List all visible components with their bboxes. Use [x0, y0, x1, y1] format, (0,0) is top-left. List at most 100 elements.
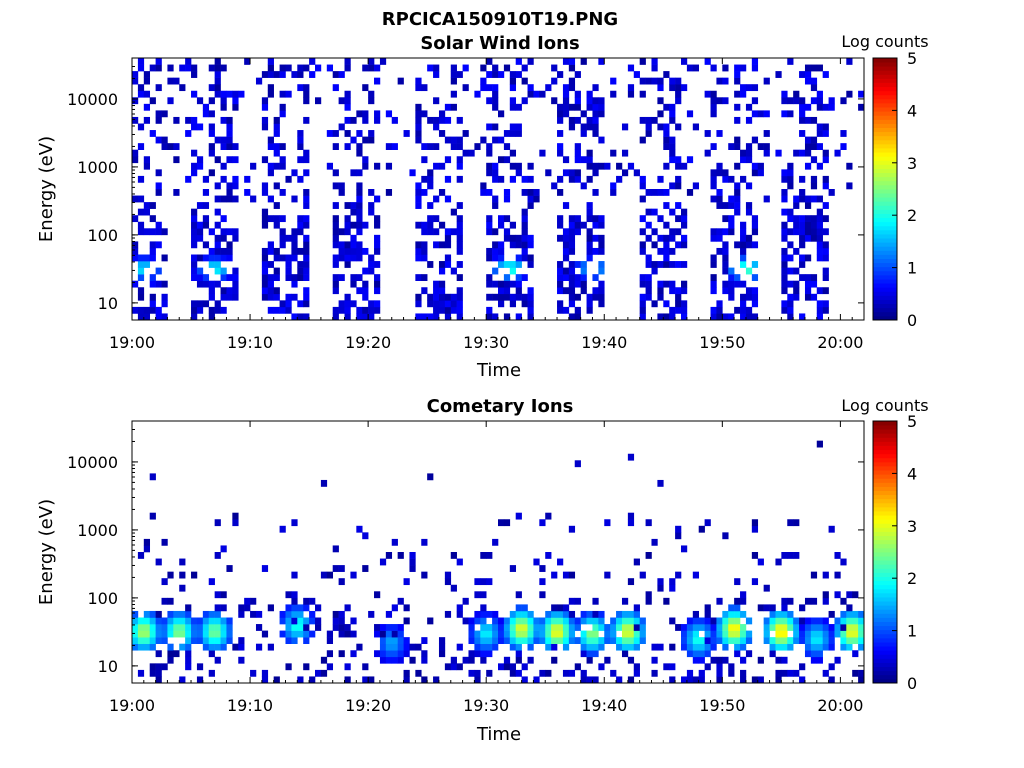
heatmap-cell — [427, 300, 434, 308]
heatmap-cell — [751, 221, 759, 229]
heatmap-cell — [161, 630, 168, 638]
heatmap-cell — [397, 656, 404, 664]
heatmap-cell — [220, 637, 227, 644]
colorbar-tick-label: 5 — [907, 49, 917, 68]
heatmap-cell — [799, 130, 806, 137]
heatmap-cell — [403, 669, 410, 677]
heatmap-cell — [191, 234, 198, 242]
heatmap-cell — [858, 90, 865, 98]
heatmap-cell — [521, 630, 528, 638]
heatmap-cell — [781, 637, 788, 644]
heatmap-cell — [368, 130, 375, 137]
heatmap-cell — [374, 162, 381, 170]
heatmap-cell — [492, 71, 499, 78]
heatmap-cell — [444, 156, 452, 164]
heatmap-cell — [645, 77, 652, 85]
heatmap-cell — [214, 136, 221, 144]
heatmap-cell — [503, 195, 511, 203]
heatmap-cell — [273, 215, 280, 223]
heatmap-cell — [291, 254, 298, 262]
heatmap-cell — [137, 624, 145, 631]
heatmap-cell — [191, 71, 198, 78]
heatmap-cell — [433, 241, 440, 249]
heatmap-cell — [745, 182, 753, 190]
heatmap-cell — [486, 643, 493, 651]
heatmap-cell — [793, 552, 800, 559]
heatmap-cell — [710, 195, 717, 203]
heatmap-cell — [403, 130, 410, 137]
heatmap-cell — [592, 130, 599, 137]
heatmap-cell — [728, 221, 735, 229]
heatmap-cell — [291, 624, 298, 631]
heatmap-cell — [704, 643, 711, 651]
heatmap-cell — [220, 643, 227, 651]
heatmap-cell — [143, 77, 151, 85]
heatmap-cell — [474, 617, 481, 625]
heatmap-cell — [137, 552, 145, 559]
heatmap-cell — [350, 617, 357, 625]
heatmap-cell — [137, 84, 145, 92]
heatmap-cell — [657, 578, 664, 586]
heatmap-cell — [149, 64, 156, 72]
heatmap-cell — [781, 552, 788, 559]
heatmap-cell — [681, 215, 688, 223]
colorbar-segment — [873, 115, 897, 120]
heatmap-cell — [427, 64, 434, 72]
heatmap-cell — [621, 624, 629, 631]
heatmap-cell — [214, 195, 221, 203]
heatmap-cell — [315, 669, 322, 677]
heatmap-cell — [810, 156, 818, 164]
heatmap-cell — [681, 241, 688, 249]
colorbar-segment — [873, 564, 897, 569]
heatmap-cell — [557, 280, 564, 288]
heatmap-cell — [415, 254, 422, 262]
heatmap-cell — [610, 77, 617, 85]
heatmap-cell — [751, 525, 759, 533]
colorbar-segment — [873, 654, 897, 659]
heatmap-cell — [598, 162, 605, 170]
heatmap-cell — [710, 287, 717, 295]
heatmap-cell — [686, 650, 694, 658]
heatmap-cell — [810, 637, 818, 644]
heatmap-cell — [279, 156, 286, 164]
heatmap-cell — [645, 552, 652, 559]
heatmap-cell — [273, 254, 280, 262]
colorbar-segment — [873, 543, 897, 549]
heatmap-cell — [810, 195, 818, 203]
heatmap-cell — [244, 58, 251, 65]
heatmap-cell — [149, 274, 156, 281]
heatmap-cell — [734, 116, 741, 124]
heatmap-cell — [704, 130, 711, 137]
heatmap-cell — [456, 261, 463, 268]
colorbar-segment — [873, 66, 897, 71]
colorbar-segment — [873, 506, 897, 512]
heatmap-cell — [438, 637, 446, 644]
heatmap-cell — [480, 650, 487, 658]
heatmap-cell — [161, 280, 168, 288]
heatmap-cell — [598, 221, 605, 229]
heatmap-cell — [344, 221, 351, 229]
heatmap-cell — [450, 103, 457, 111]
heatmap-cell — [374, 261, 381, 268]
heatmap-cell — [657, 247, 664, 255]
heatmap-cell — [415, 274, 422, 281]
heatmap-cell — [781, 90, 788, 98]
heatmap-cell — [450, 77, 457, 85]
heatmap-cell — [214, 300, 221, 308]
heatmap-cell — [804, 77, 812, 85]
heatmap-cell — [492, 228, 499, 236]
heatmap-cell — [787, 228, 794, 236]
heatmap-cell — [740, 300, 747, 308]
heatmap-cell — [722, 637, 729, 644]
heatmap-cell — [391, 538, 398, 546]
heatmap-cell — [220, 215, 227, 223]
colorbar-segment — [873, 617, 897, 622]
heatmap-cell — [191, 215, 198, 223]
heatmap-cell — [804, 71, 812, 78]
heatmap-cell — [285, 261, 292, 268]
heatmap-cell — [421, 110, 428, 118]
heatmap-cell — [769, 650, 776, 658]
heatmap-cell — [438, 650, 446, 658]
heatmap-cell — [191, 274, 198, 281]
heatmap-cell — [196, 123, 204, 131]
